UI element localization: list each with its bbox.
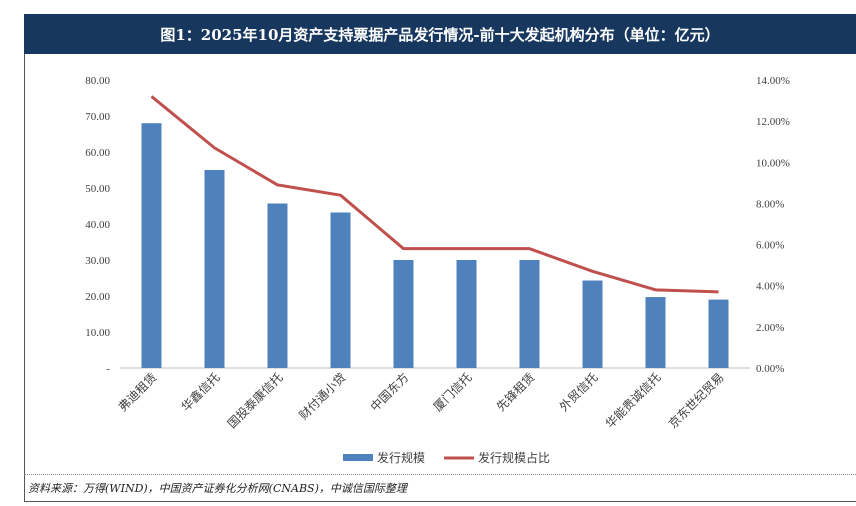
chart-title: 图1：2025年10月资产支持票据产品发行情况-前十大发起机构分布（单位：亿元） [24,14,856,54]
x-tick-label: 外贸信托 [557,370,601,414]
left-tick-label: 50.00 [85,183,110,195]
right-axis: 0.00% 2.00% 4.00% 6.00% 8.00% 10.00% 12.00% 14.… [756,75,790,375]
left-tick-label: 80.00 [85,75,110,87]
right-tick-label: 0.00% [756,363,784,375]
x-tick-label: 国投泰康信托 [224,370,286,432]
left-tick-label: 70.00 [85,111,110,123]
bar [330,212,351,368]
right-tick-label: 8.00% [756,198,784,210]
left-tick-label: 60.00 [85,147,110,159]
bar [393,260,414,368]
x-tick-label: 厦门信托 [430,370,475,415]
bar [519,260,540,368]
x-tick-label: 财付通小贷 [296,370,348,422]
divider [24,474,856,475]
source-note: 资料来源：万得(WIND)，中国资产证券化分析网(CNABS)，中诚信国际整理 [28,482,407,495]
bar [456,260,477,368]
x-tick-label: 华能贵诚信托 [603,370,664,431]
left-tick-label: 20.00 [85,291,110,303]
line-series [150,95,719,294]
right-tick-label: 4.00% [756,281,784,293]
left-axis: - 10.00 20.00 30.00 40.00 50.00 60.00 70.00 80.0… [85,75,110,375]
bar [645,297,666,368]
right-tick-label: 10.00% [756,157,790,169]
legend-bar-label: 发行规模 [377,450,425,465]
bar [582,280,603,368]
right-tick-label: 6.00% [756,240,784,252]
bar [204,170,225,368]
x-tick-label: 中国东方 [367,370,412,415]
legend-bar-swatch [343,454,373,461]
left-tick-label: 40.00 [85,219,110,231]
share-line [150,95,719,294]
bar [708,299,729,368]
x-tick-label: 先锋租赁 [494,370,538,414]
right-tick-label: 2.00% [756,322,784,334]
x-tick-label: 华鑫信托 [178,370,223,415]
legend-line-label: 发行规模占比 [478,450,550,465]
right-tick-label: 12.00% [756,116,790,128]
x-tick-label: 弗迪租赁 [116,370,160,414]
left-tick-label: - [106,363,110,375]
chart-frame [24,14,856,502]
x-axis-labels: 弗迪租赁 华鑫信托 国投泰康信托 财付通小贷 中国东方 厦门信托 先锋租赁 外贸信托 华能贵诚信… [116,370,727,432]
bar-series [141,123,729,368]
x-tick-label: 京东世纪贸易 [666,370,727,431]
left-tick-label: 30.00 [85,255,110,267]
bar [141,123,162,368]
legend: 发行规模 发行规模占比 [343,450,550,465]
right-tick-label: 14.00% [756,75,790,87]
bar [267,203,288,368]
left-tick-label: 10.00 [85,327,110,339]
